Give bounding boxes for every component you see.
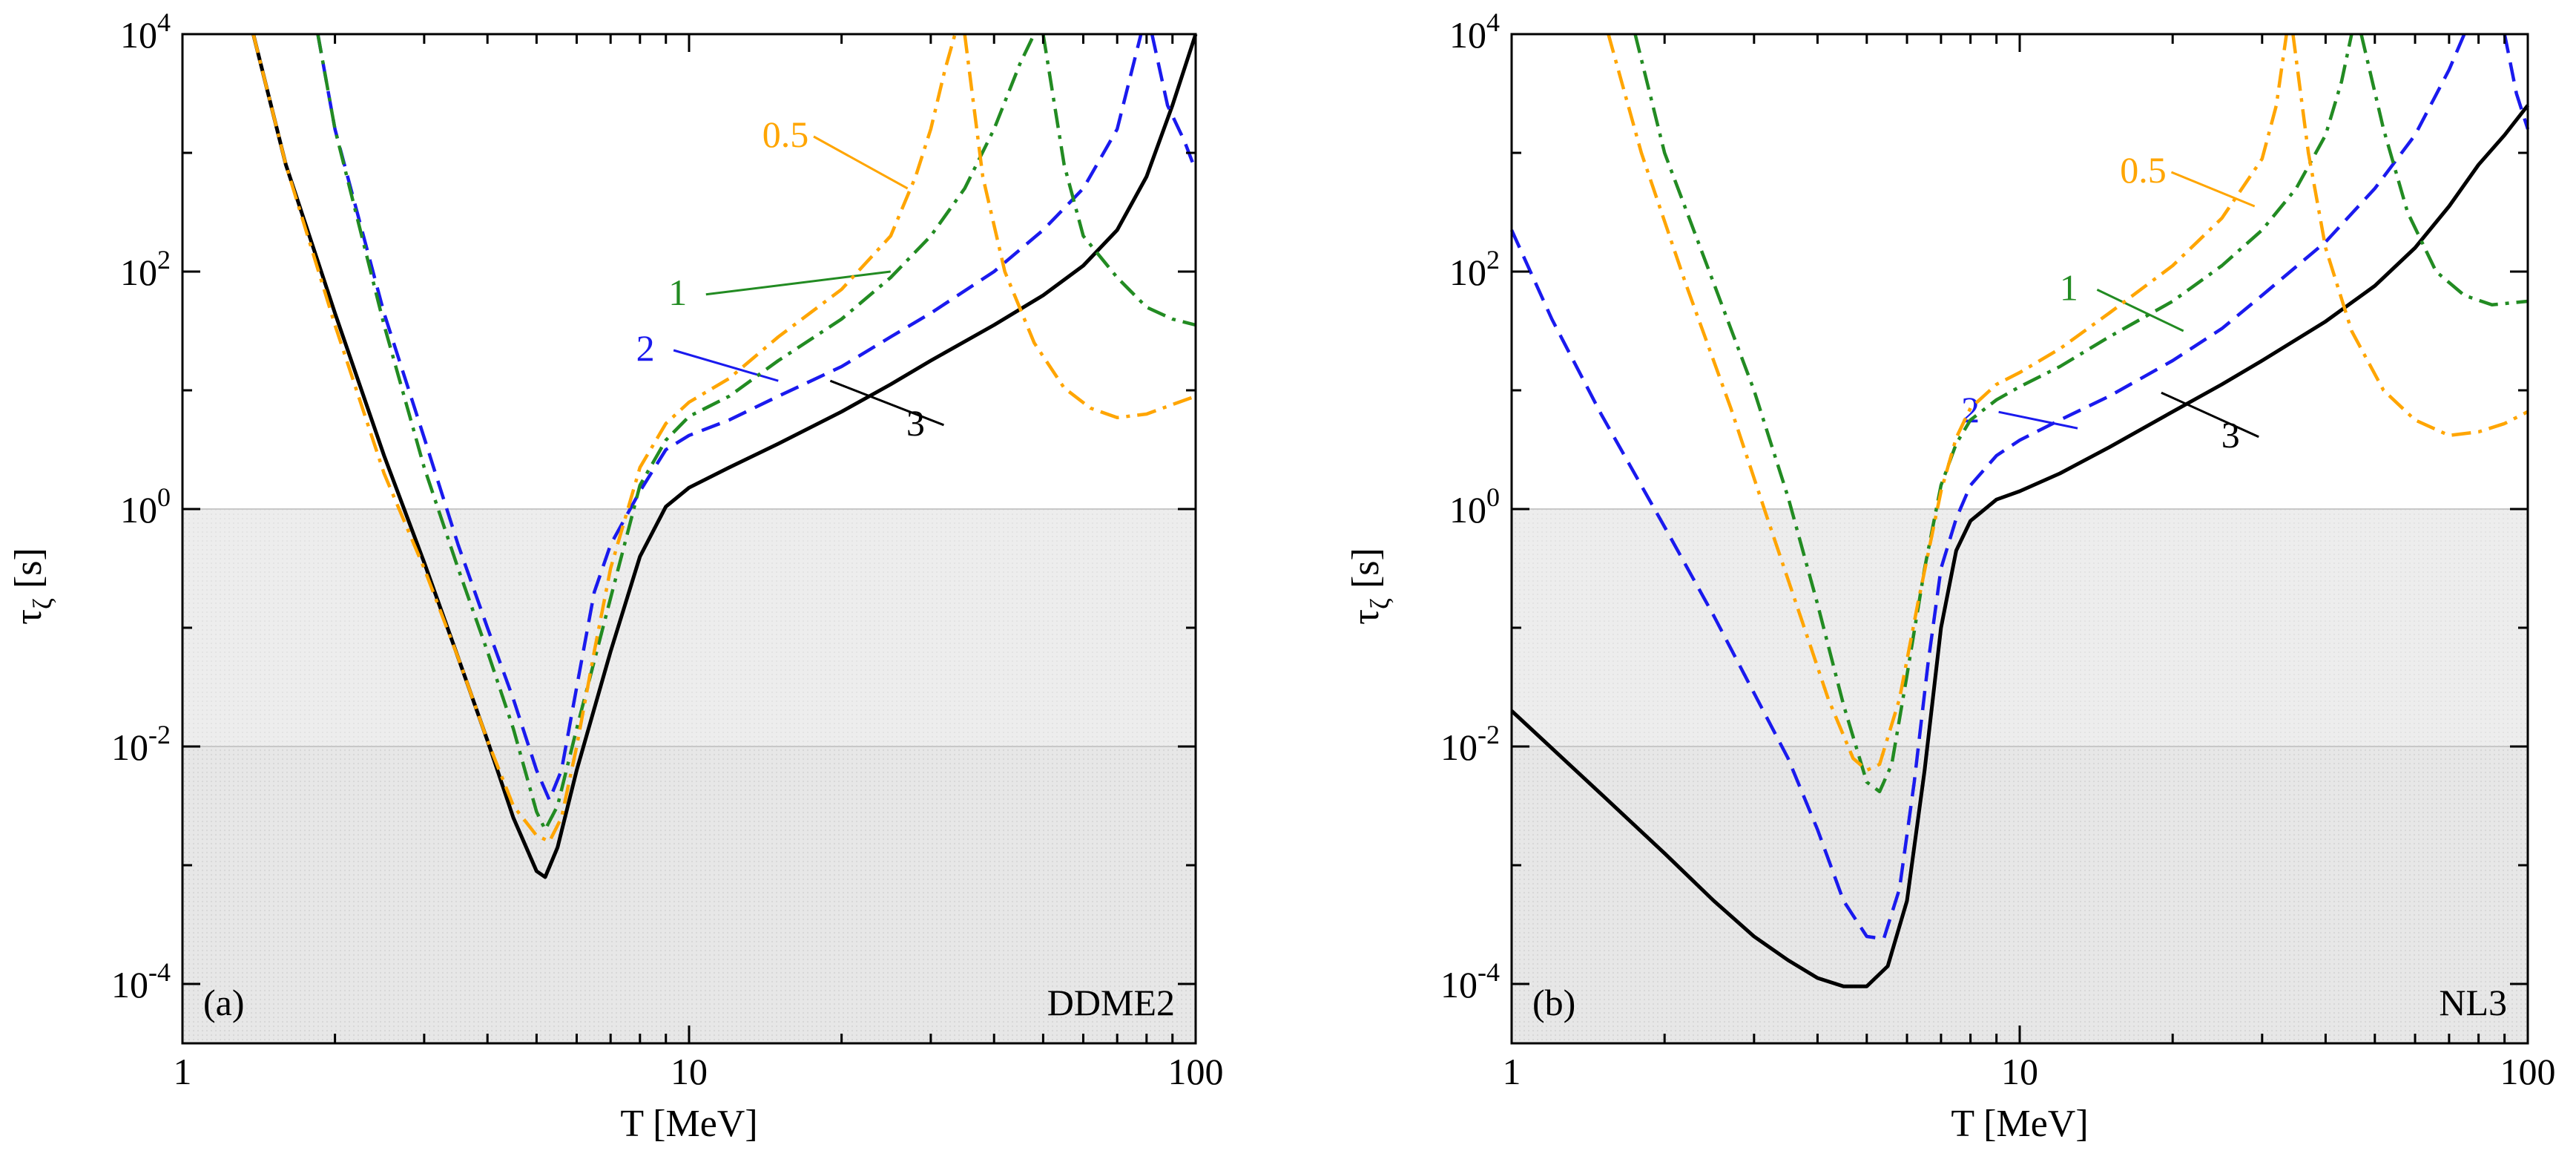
p1-y-tick-label: 10-4	[1440, 957, 1500, 1005]
p1-y-tick-label: 100	[1449, 482, 1500, 531]
p1-shaded-band-texture	[1512, 746, 2528, 1043]
p1-x-tick-label: 1	[1503, 1051, 1521, 1092]
p1-series-line-5	[1607, 33, 2288, 772]
p0-x-tick-label: 10	[671, 1051, 708, 1092]
p1-curve-label-pointer	[1998, 410, 2078, 430]
p0-curve-label: 2	[636, 327, 655, 369]
p0-series-line-6	[963, 33, 1196, 420]
p0-series-line-4	[1041, 33, 1196, 327]
p0-curve-label: 0.5	[762, 114, 809, 155]
p1-curve-label-pointer	[2170, 171, 2256, 208]
p0-series-line-2	[1150, 33, 1198, 171]
p1-curve-label: 1	[2060, 266, 2078, 308]
p1-shaded-band-texture	[1512, 509, 2528, 746]
p1-series-line-1	[1509, 33, 2466, 941]
p0-x-tick-label: 1	[174, 1051, 192, 1092]
p1-curve-label-pointer	[2161, 391, 2259, 439]
p0-y-tick-label: 100	[120, 482, 171, 531]
p0-series-line-1	[316, 33, 1143, 802]
p1-series-line-0	[1510, 104, 2529, 988]
p1-curve-label: 0.5	[2120, 149, 2167, 191]
p1-series-line-3	[1633, 33, 2353, 794]
p1-y-tick-label: 10-2	[1440, 720, 1500, 768]
p1-y-tick-label: 104	[1449, 7, 1500, 56]
p0-y-tick-label: 102	[120, 245, 171, 293]
p1-y-axis-label: τζ [s]	[1345, 548, 1394, 625]
p0-curve-label-pointer	[813, 135, 909, 190]
p0-y-axis-label: τζ [s]	[7, 548, 57, 625]
p1-series-line-4	[2359, 33, 2529, 307]
p1-x-tick-label: 100	[2500, 1051, 2556, 1092]
p1-x-tick-label: 10	[2001, 1051, 2038, 1092]
p0-curve-label: 3	[906, 402, 925, 444]
p1-curve-label-pointer	[2096, 289, 2184, 332]
p0-series-line-5	[251, 33, 957, 844]
p0-y-tick-label: 104	[120, 7, 171, 56]
p0-curve-label-pointer	[829, 379, 944, 427]
p1-panel-letter: (b)	[1532, 982, 1575, 1023]
p1-curve-label: 3	[2221, 414, 2240, 456]
p0-y-tick-label: 10-4	[111, 957, 171, 1005]
p1-model-name: NL3	[2439, 982, 2507, 1023]
p0-shaded-band-texture	[182, 746, 1196, 1043]
p0-curve-label-pointer	[673, 349, 779, 382]
p0-series-line-3	[316, 33, 1036, 832]
p0-x-axis-label: T [MeV]	[620, 1103, 757, 1145]
p1-series-line-6	[2291, 33, 2529, 438]
p0-curve-label: 1	[668, 272, 687, 313]
p1-y-tick-label: 102	[1449, 245, 1500, 293]
p0-panel-letter: (a)	[203, 982, 245, 1023]
p0-curve-label-pointer	[705, 270, 891, 296]
p1-series-line-2	[2503, 33, 2530, 130]
p0-x-tick-label: 100	[1168, 1051, 1224, 1092]
p0-y-tick-label: 10-2	[111, 720, 171, 768]
p0-shaded-band-texture	[182, 509, 1196, 746]
p1-x-axis-label: T [MeV]	[1951, 1103, 2088, 1145]
p0-model-name: DDME2	[1047, 982, 1175, 1023]
